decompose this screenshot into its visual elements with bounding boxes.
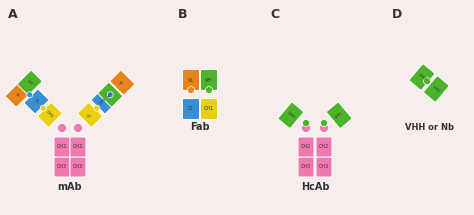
Circle shape: [424, 78, 430, 85]
FancyBboxPatch shape: [327, 102, 352, 128]
Text: VHH: VHH: [335, 111, 344, 120]
Circle shape: [107, 92, 113, 98]
Text: VH: VH: [107, 91, 114, 98]
Text: CH1: CH1: [204, 106, 214, 112]
Text: CH3: CH3: [301, 164, 311, 169]
Circle shape: [94, 105, 100, 111]
FancyBboxPatch shape: [424, 76, 449, 102]
Text: CH2: CH2: [301, 144, 311, 149]
Text: CH3: CH3: [319, 164, 329, 169]
Text: CL: CL: [87, 112, 93, 118]
FancyBboxPatch shape: [18, 71, 42, 95]
Text: VL: VL: [119, 79, 126, 86]
Circle shape: [188, 86, 194, 94]
FancyBboxPatch shape: [316, 157, 332, 177]
Text: VH: VH: [26, 79, 33, 86]
Circle shape: [40, 105, 46, 111]
FancyBboxPatch shape: [54, 157, 70, 177]
FancyBboxPatch shape: [182, 98, 200, 120]
Circle shape: [206, 86, 212, 94]
FancyBboxPatch shape: [201, 98, 218, 120]
Text: VHH: VHH: [432, 85, 441, 93]
Text: D: D: [392, 8, 402, 21]
Text: CL: CL: [33, 98, 40, 105]
FancyBboxPatch shape: [24, 89, 49, 114]
Text: B: B: [178, 8, 188, 21]
FancyBboxPatch shape: [410, 64, 435, 90]
Text: CH3: CH3: [57, 164, 67, 169]
FancyBboxPatch shape: [201, 69, 218, 91]
Text: C: C: [270, 8, 279, 21]
Circle shape: [319, 123, 328, 132]
FancyBboxPatch shape: [70, 157, 86, 177]
Text: CH2: CH2: [319, 144, 329, 149]
Text: VL: VL: [14, 91, 21, 98]
Text: VHH: VHH: [417, 73, 427, 81]
Text: CH2: CH2: [73, 144, 83, 149]
FancyBboxPatch shape: [38, 103, 62, 127]
Circle shape: [320, 120, 328, 127]
Text: CH3: CH3: [73, 164, 83, 169]
FancyBboxPatch shape: [70, 137, 86, 157]
Circle shape: [73, 123, 82, 132]
FancyBboxPatch shape: [182, 69, 200, 91]
Text: VH: VH: [205, 77, 212, 83]
FancyBboxPatch shape: [278, 102, 303, 128]
FancyBboxPatch shape: [316, 137, 332, 157]
FancyBboxPatch shape: [98, 83, 122, 107]
FancyBboxPatch shape: [91, 89, 116, 114]
Text: VL: VL: [188, 77, 194, 83]
Circle shape: [57, 123, 66, 132]
FancyBboxPatch shape: [78, 103, 102, 127]
Circle shape: [302, 120, 310, 127]
Text: CH2: CH2: [57, 144, 67, 149]
Text: HcAb: HcAb: [301, 182, 329, 192]
Text: CL: CL: [188, 106, 194, 112]
FancyBboxPatch shape: [298, 137, 314, 157]
Text: VHH or Nb: VHH or Nb: [405, 123, 455, 132]
Text: Fab: Fab: [190, 122, 210, 132]
Text: VHH: VHH: [286, 111, 295, 120]
Circle shape: [27, 92, 33, 98]
FancyBboxPatch shape: [6, 83, 30, 107]
Circle shape: [301, 123, 310, 132]
FancyBboxPatch shape: [110, 71, 135, 95]
Text: CH1: CH1: [99, 97, 108, 106]
FancyBboxPatch shape: [298, 157, 314, 177]
Text: mAb: mAb: [58, 182, 82, 192]
Text: CH1: CH1: [46, 110, 55, 120]
FancyBboxPatch shape: [54, 137, 70, 157]
Text: A: A: [8, 8, 18, 21]
